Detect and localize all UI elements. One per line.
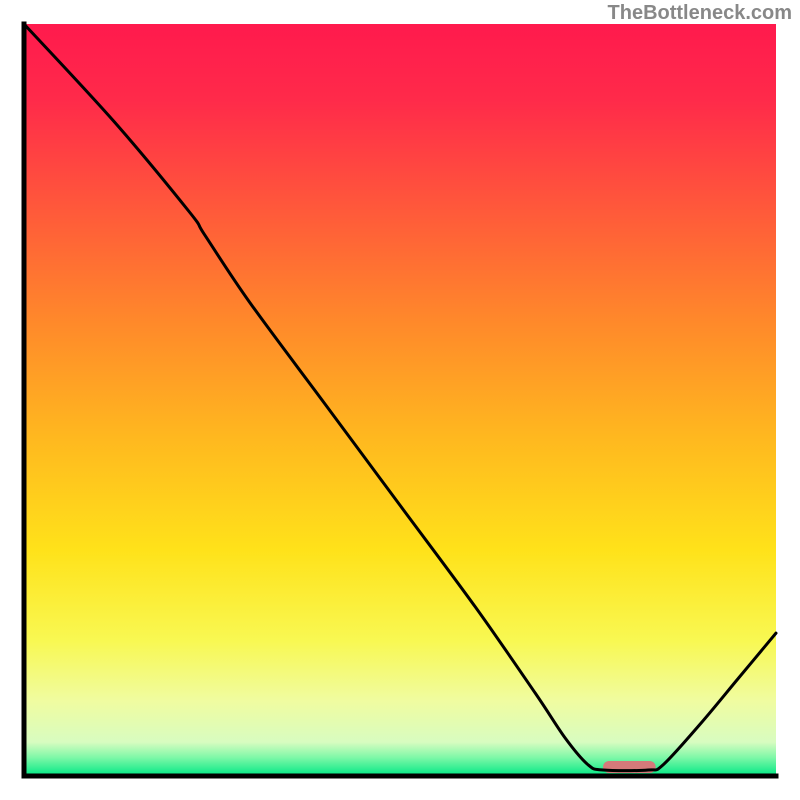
bottleneck-chart bbox=[0, 0, 800, 800]
watermark-text: TheBottleneck.com bbox=[608, 2, 792, 25]
plot-background bbox=[24, 24, 776, 776]
chart-container: TheBottleneck.com bbox=[0, 0, 800, 800]
